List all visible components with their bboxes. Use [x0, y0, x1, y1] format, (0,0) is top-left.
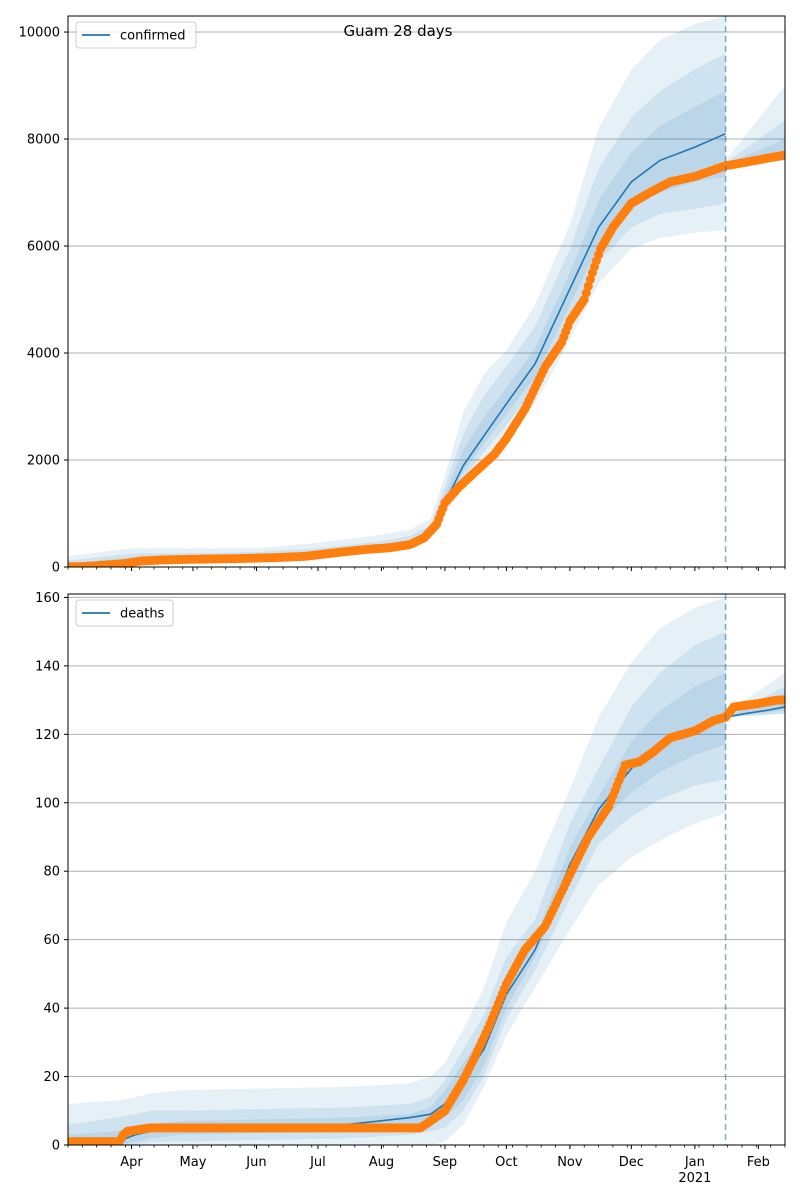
x-tick-label: Jun [245, 1155, 266, 1170]
figure-title: Guam 28 days [344, 22, 453, 40]
y-tick-label: 60 [43, 933, 60, 948]
y-tick-label: 160 [35, 591, 60, 606]
x-year-label: 2021 [678, 1171, 711, 1186]
x-tick-label: Apr [120, 1155, 143, 1170]
x-tick-label: Jul [309, 1155, 326, 1170]
y-tick-label: 20 [43, 1070, 60, 1085]
confidence-band [68, 672, 726, 1145]
forecast-line [725, 706, 785, 718]
confidence-band [68, 53, 726, 567]
observed-series [68, 150, 785, 567]
x-tick-label: Nov [557, 1155, 583, 1170]
observed-point [780, 150, 785, 160]
y-tick-label: 6000 [27, 240, 60, 255]
confidence-band [68, 597, 726, 1145]
plot-area [68, 596, 785, 1145]
y-tick-label: 2000 [27, 454, 60, 469]
legend-box [75, 599, 174, 627]
y-tick-label: 40 [43, 1002, 60, 1017]
x-axis-labels: Apr May Jun Jul Aug Sep Oct Nov Dec Jan Feb 2021 [120, 1155, 770, 1186]
x-tick-label: Sep [433, 1155, 458, 1170]
y-tick-label: 10000 [19, 26, 60, 41]
y-tick-label: 120 [35, 728, 60, 743]
confidence-band [68, 631, 726, 1145]
legend: confirmed [75, 21, 197, 49]
y-tick-label: 0 [52, 1139, 60, 1154]
y-tick-label: 0 [52, 561, 60, 576]
confirmed-panel: 0 2000 4000 6000 8000 10000 confirmed [19, 15, 786, 576]
y-tick-label: 80 [43, 865, 60, 880]
x-tick-label: Feb [747, 1155, 770, 1170]
x-tick-label: May [180, 1155, 207, 1170]
confidence-band [68, 90, 726, 567]
x-tick-label: Jan [684, 1155, 705, 1170]
y-tick-label: 100 [35, 796, 60, 811]
x-tick-label: Aug [369, 1155, 394, 1170]
legend-label: deaths [120, 607, 165, 622]
legend-label: confirmed [120, 29, 186, 44]
legend: deaths [75, 599, 174, 627]
observed-point [780, 695, 785, 705]
y-tick-label: 4000 [27, 347, 60, 362]
y-tick-label: 140 [35, 659, 60, 674]
confidence-band [68, 16, 726, 567]
plot-area [68, 16, 785, 567]
observed-series [68, 695, 785, 1145]
legend-box [75, 21, 197, 49]
x-tick-label: Dec [619, 1155, 644, 1170]
x-tick-label: Oct [495, 1155, 517, 1170]
forecast-band [725, 85, 785, 167]
deaths-panel: 0 20 40 60 80 100 120 140 160 deaths [35, 591, 786, 1154]
y-tick-label: 8000 [27, 133, 60, 148]
